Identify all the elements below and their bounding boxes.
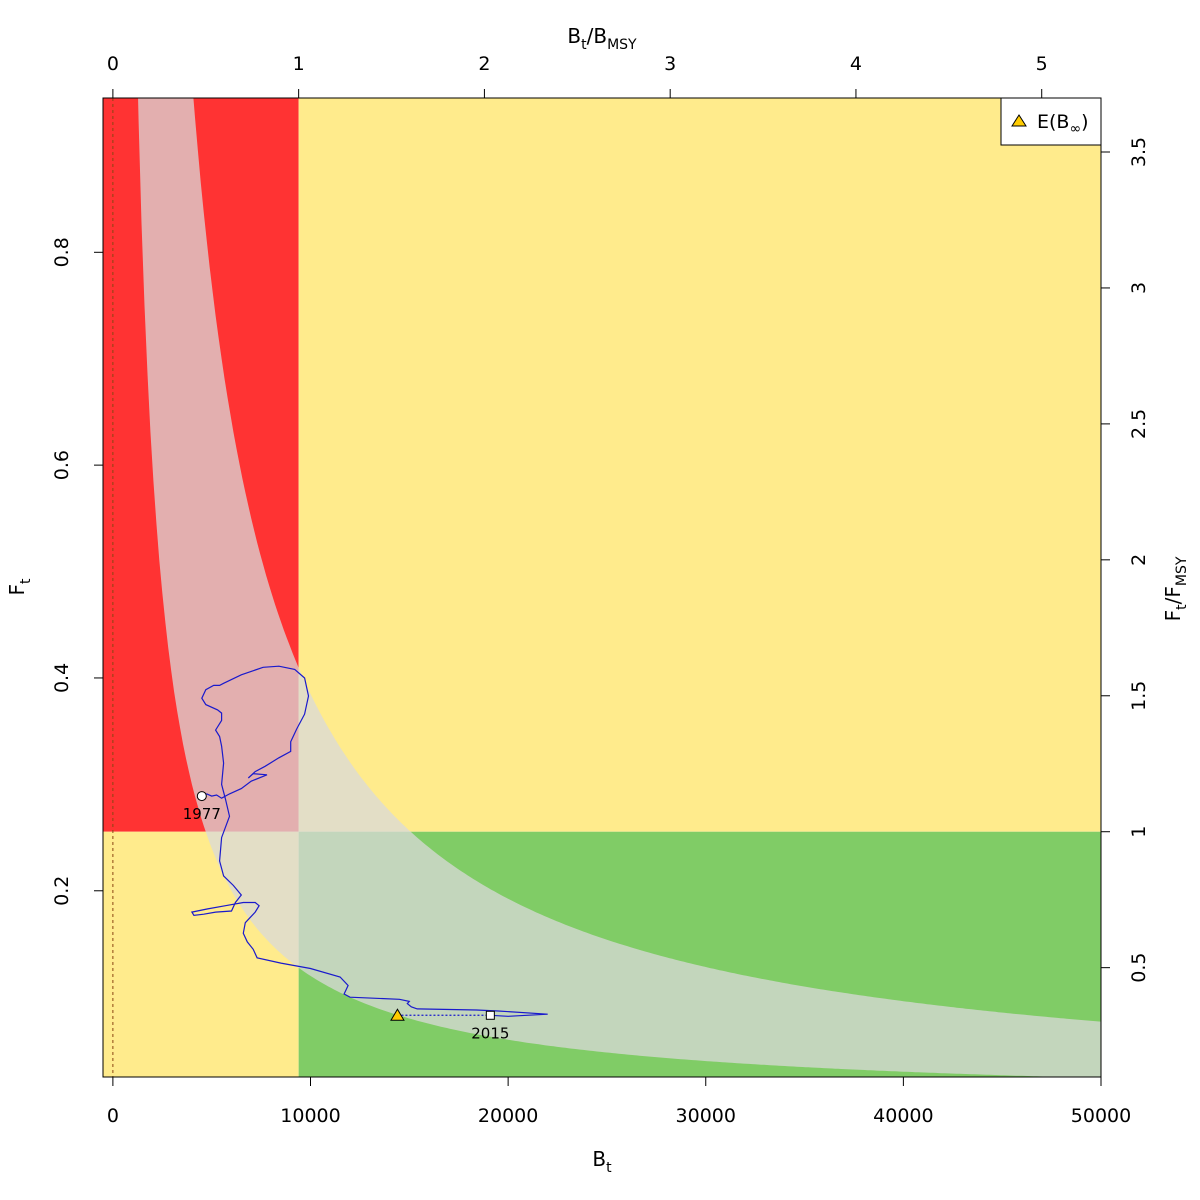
x-tick-label: 50000: [1071, 1105, 1131, 1127]
y-right-tick-label: 2: [1128, 554, 1150, 566]
y-right-tick-label: 1: [1128, 826, 1150, 838]
x-top-tick-label: 0: [107, 53, 119, 75]
x-tick-label: 10000: [280, 1105, 340, 1127]
y-tick-label: 0.8: [51, 237, 73, 267]
y-tick-label: 0.2: [51, 876, 73, 906]
start-year-label: 1977: [183, 805, 221, 823]
y-axis-right: 0.5 1 1.5 2 2.5 3 3.5: [1100, 137, 1150, 983]
trajectory-line: [190, 665, 548, 1017]
start-year-marker: [196, 791, 207, 802]
y-right-tick-label: 3: [1128, 282, 1150, 294]
x-top-tick-label: 4: [850, 53, 862, 75]
y-tick-label: 0.6: [51, 450, 73, 480]
y-axis-right-title: Ft/FMSY: [1161, 556, 1190, 621]
x-tick-label: 20000: [478, 1105, 538, 1127]
x-top-tick-label: 1: [293, 53, 305, 75]
y-right-tick-label: 1.5: [1128, 681, 1150, 711]
y-right-tick-label: 3.5: [1128, 137, 1150, 167]
legend: E(B∞): [1000, 97, 1102, 146]
overfishing-warning-region: [298, 98, 1101, 832]
x-axis-top: 0 1 2 3 4 5: [107, 53, 1048, 99]
x-axis-bottom-title: Bt: [592, 1147, 612, 1176]
end-year-label: 2015: [471, 1024, 509, 1042]
y-axis-left-title: Ft: [5, 578, 34, 596]
legend-label: E(B∞): [1037, 111, 1089, 137]
y-axis-left: 0.2 0.4 0.6 0.8: [51, 237, 104, 906]
msy-band: [138, 98, 1101, 1077]
x-tick-label: 40000: [873, 1105, 933, 1127]
x-top-tick-label: 3: [664, 53, 676, 75]
y-right-tick-label: 0.5: [1128, 953, 1150, 983]
end-year-marker: [485, 1010, 495, 1020]
x-top-tick-label: 5: [1036, 53, 1048, 75]
x-top-tick-label: 2: [478, 53, 490, 75]
expected-biomass-marker: [390, 1008, 405, 1021]
legend-triangle-icon: [1011, 114, 1027, 127]
x-tick-label: 0: [107, 1105, 119, 1127]
x-axis-top-title: Bt/BMSY: [567, 24, 637, 53]
x-axis-bottom: 0 10000 20000 30000 40000 50000: [107, 1076, 1131, 1127]
y-tick-label: 0.4: [51, 663, 73, 693]
x-tick-label: 30000: [676, 1105, 736, 1127]
y-right-tick-label: 2.5: [1128, 409, 1150, 439]
